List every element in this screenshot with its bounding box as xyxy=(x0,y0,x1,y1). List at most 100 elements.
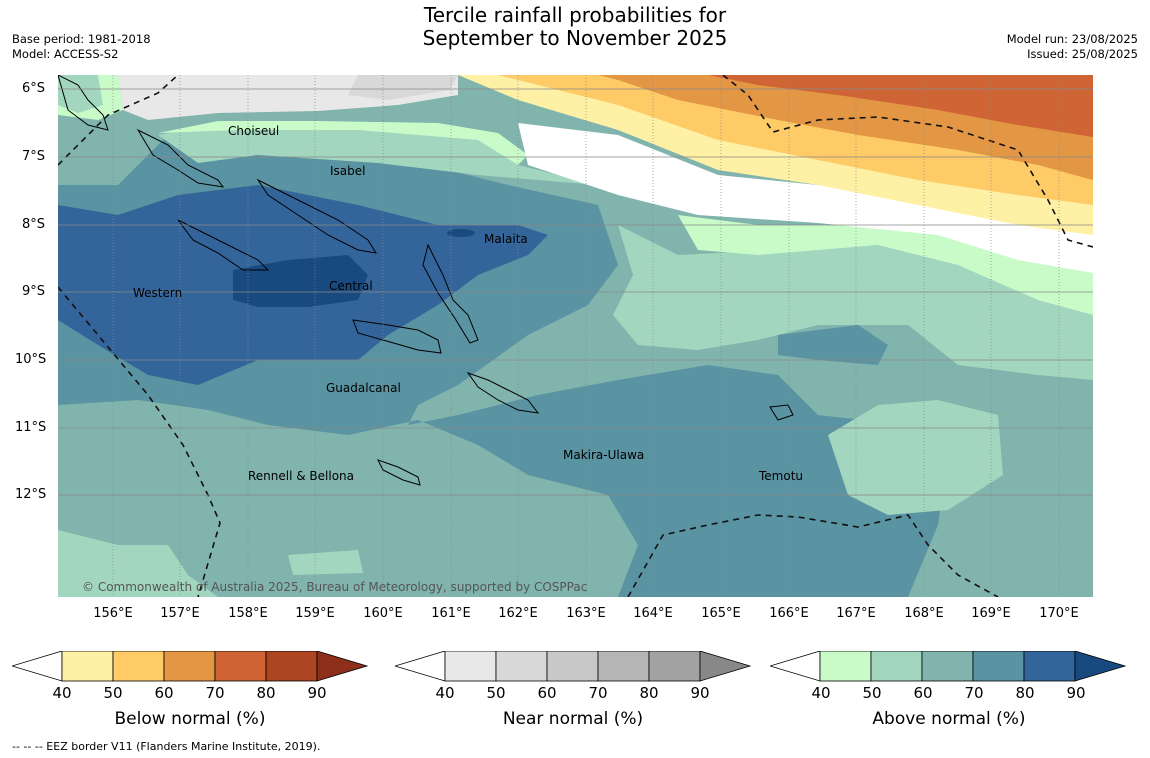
below-70-80-zone xyxy=(708,75,1093,137)
eez-east-border xyxy=(722,75,1093,248)
copyright-notice: © Commonwealth of Australia 2025, Bureau… xyxy=(82,580,588,594)
lat-label-8s: 8°S xyxy=(22,217,46,232)
tick: 90 xyxy=(1066,684,1086,702)
tick: 60 xyxy=(537,684,557,702)
colorbar-max-arrow xyxy=(1074,650,1127,682)
colorbar-swatch xyxy=(597,650,650,682)
no-dominant-band xyxy=(518,123,1093,273)
rennell-island xyxy=(377,459,421,486)
tick: 40 xyxy=(52,684,72,702)
colorbar-swatch xyxy=(870,650,923,682)
rainfall-map: Choiseul Isabel Malaita Western Central … xyxy=(58,75,1093,597)
colorbar-min-arrow xyxy=(768,650,821,682)
colorbar-near-label: Near normal (%) xyxy=(502,709,644,729)
tick: 90 xyxy=(307,684,327,702)
colorbar-swatch xyxy=(163,650,216,682)
region-label-choiseul: Choiseul xyxy=(228,124,280,138)
issued-date: Issued: 25/08/2025 xyxy=(1027,47,1138,61)
colorbar-above-swatches xyxy=(768,650,1127,682)
colorbar-min-arrow xyxy=(393,650,446,682)
colorbar-max-arrow xyxy=(316,650,369,682)
lon-label-168e: 168°E xyxy=(904,606,944,621)
tick: 70 xyxy=(964,684,984,702)
tick: 40 xyxy=(811,684,831,702)
eez-west-border xyxy=(58,286,221,597)
colorbar-swatch xyxy=(546,650,599,682)
colorbar-swatch xyxy=(1023,650,1076,682)
parallels xyxy=(58,88,1093,496)
lat-label-11s: 11°S xyxy=(15,420,47,435)
near-50-60-zone xyxy=(348,75,458,100)
lat-label-9s: 9°S xyxy=(22,284,46,299)
colorbar-above-svg xyxy=(768,650,1127,682)
tick: 80 xyxy=(639,684,659,702)
colorbar-swatch xyxy=(112,650,165,682)
above-50-60-southeast xyxy=(828,400,1003,515)
above-90-spot xyxy=(447,229,475,237)
tick: 50 xyxy=(486,684,506,702)
lon-label-165e: 165°E xyxy=(701,606,741,621)
colorbar-swatch xyxy=(921,650,974,682)
tick: 70 xyxy=(205,684,225,702)
region-label-central: Central xyxy=(329,279,373,293)
bougainville-coast xyxy=(58,75,109,131)
region-label-guadalcanal: Guadalcanal xyxy=(326,381,401,395)
santa-cruz-island xyxy=(769,404,794,421)
colorbar-max-arrow xyxy=(699,650,752,682)
lat-label-12s: 12°S xyxy=(15,487,47,502)
choiseul-island xyxy=(136,128,225,188)
region-label-isabel: Isabel xyxy=(330,164,366,178)
colorbar-swatch xyxy=(648,650,701,682)
above-40-50-north xyxy=(158,121,528,165)
model-name: Model: ACCESS-S2 xyxy=(12,47,119,61)
colorbar-above-normal xyxy=(768,650,1128,687)
colorbar-swatch xyxy=(495,650,548,682)
colorbar-swatch xyxy=(819,650,872,682)
title-line-2: September to November 2025 xyxy=(422,26,728,50)
colorbar-swatch xyxy=(972,650,1025,682)
meridians xyxy=(112,75,1060,597)
colorbar-near-normal xyxy=(393,650,753,687)
lon-label-160e: 160°E xyxy=(363,606,403,621)
tick: 80 xyxy=(1015,684,1035,702)
region-label-temotu: Temotu xyxy=(759,469,804,483)
region-label-malaita: Malaita xyxy=(484,232,528,246)
colorbar-swatch xyxy=(265,650,318,682)
lon-label-161e: 161°E xyxy=(431,606,471,621)
above-50-60-north xyxy=(158,123,598,185)
colorbar-below-svg xyxy=(10,650,369,682)
region-label-makira-ulawa: Makira-Ulawa xyxy=(563,448,645,462)
tick: 50 xyxy=(862,684,882,702)
eez-footnote: -- -- -- EEZ border V11 (Flanders Marine… xyxy=(12,740,321,753)
lon-label-166e: 166°E xyxy=(769,606,809,621)
lon-label-158e: 158°E xyxy=(228,606,268,621)
eez-south-border xyxy=(627,514,999,597)
tick: 40 xyxy=(435,684,455,702)
region-label-western: Western xyxy=(133,286,183,300)
colorbar-above-label: Above normal (%) xyxy=(872,709,1026,729)
tick: 70 xyxy=(588,684,608,702)
colorbar-min-arrow xyxy=(10,650,63,682)
colorbar-below-swatches xyxy=(10,650,369,682)
tick: 60 xyxy=(913,684,933,702)
above-90-core xyxy=(233,255,368,307)
lon-label-157e: 157°E xyxy=(160,606,200,621)
lon-label-164e: 164°E xyxy=(633,606,673,621)
colorbar-swatch xyxy=(61,650,114,682)
above-70-80-east xyxy=(778,325,888,365)
tick: 90 xyxy=(690,684,710,702)
colorbar-swatch xyxy=(214,650,267,682)
colorbar-below-label: Below normal (%) xyxy=(114,709,266,729)
graticule xyxy=(58,75,1093,597)
tick: 60 xyxy=(154,684,174,702)
model-run-info: Model run: 23/08/2025 Issued: 25/08/2025 xyxy=(1007,32,1138,62)
lon-label-170e: 170°E xyxy=(1039,606,1079,621)
tick: 50 xyxy=(103,684,123,702)
colorbar-swatch xyxy=(444,650,497,682)
region-label-rennell-bellona: Rennell & Bellona xyxy=(248,469,355,483)
eez-nw-border xyxy=(58,75,179,166)
lon-label-167e: 167°E xyxy=(836,606,876,621)
lon-label-159e: 159°E xyxy=(295,606,335,621)
title-line-1: Tercile rainfall probabilities for xyxy=(423,3,727,27)
guadalcanal-island xyxy=(352,319,442,354)
